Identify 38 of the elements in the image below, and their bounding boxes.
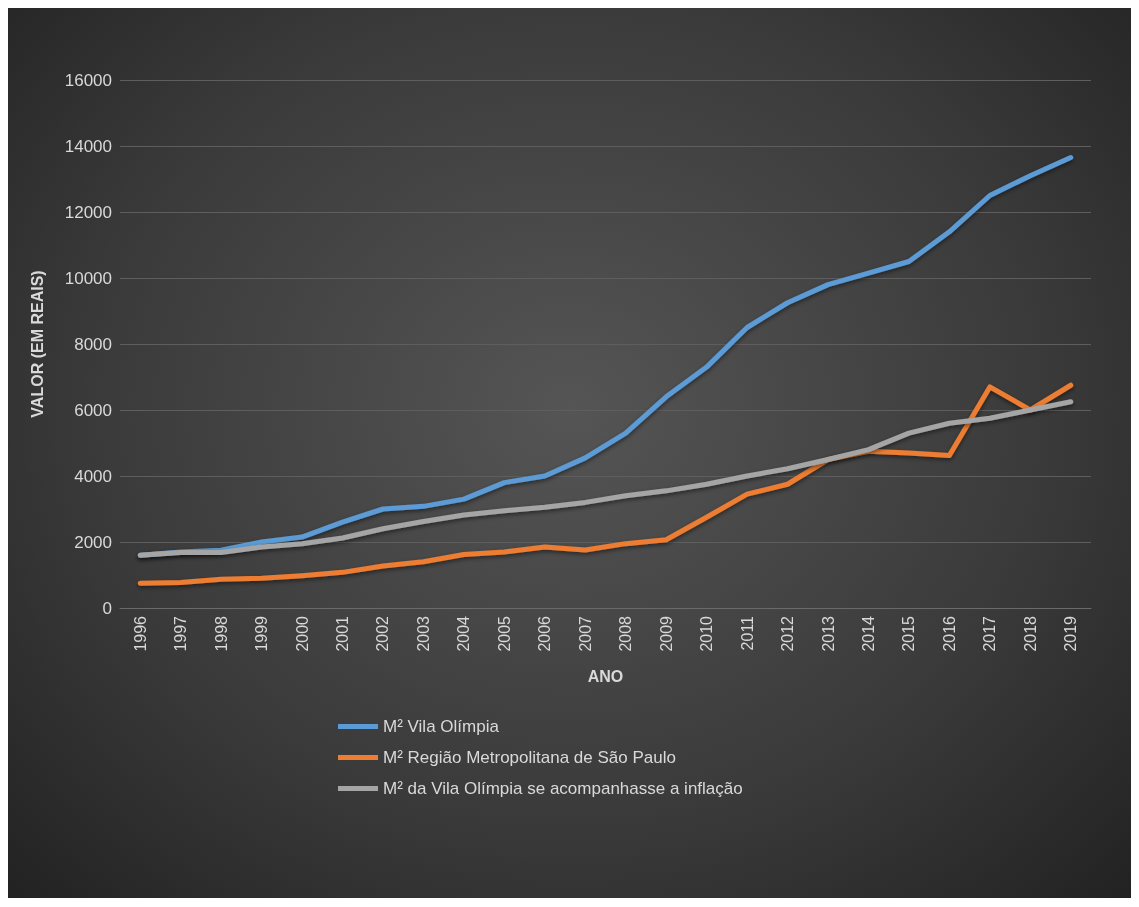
x-tick-label: 2008 xyxy=(617,615,635,652)
y-tick-label: 8000 xyxy=(74,334,112,354)
x-tick-label: 2016 xyxy=(940,615,958,652)
x-tick-label: 2003 xyxy=(414,615,432,652)
x-tick-label: 2007 xyxy=(576,615,594,652)
y-tick-label: 2000 xyxy=(74,532,112,552)
x-axis-title: ANO xyxy=(587,667,624,685)
x-tick-label: 1998 xyxy=(212,615,230,652)
x-tick-label: 2019 xyxy=(1062,615,1080,652)
x-tick-label: 1996 xyxy=(131,615,149,652)
x-tick-label: 1999 xyxy=(253,615,271,652)
x-tick-label: 2002 xyxy=(374,615,392,652)
y-tick-label: 0 xyxy=(102,598,112,618)
x-tick-label: 2001 xyxy=(334,615,352,652)
x-tick-label: 2014 xyxy=(859,615,877,652)
x-tick-label: 2012 xyxy=(779,615,797,652)
legend-label: M² Vila Olímpia xyxy=(383,717,500,736)
x-tick-label: 2017 xyxy=(981,615,999,652)
x-tick-label: 2011 xyxy=(738,615,756,651)
x-tick-label: 2005 xyxy=(495,615,513,652)
x-tick-label: 2018 xyxy=(1021,615,1039,652)
x-tick-label: 2013 xyxy=(819,615,837,652)
y-tick-label: 10000 xyxy=(64,268,112,288)
y-tick-label: 6000 xyxy=(74,400,112,420)
y-tick-label: 16000 xyxy=(64,70,112,90)
x-tick-label: 2000 xyxy=(293,615,311,652)
legend-label: M² da Vila Olímpia se acompanhasse a inflação xyxy=(383,779,743,798)
x-tick-label: 2015 xyxy=(900,615,918,652)
x-tick-label: 2006 xyxy=(536,615,554,652)
y-axis-title: VALOR (EM REAIS) xyxy=(28,270,46,418)
legend-label: M² Região Metropolitana de São Paulo xyxy=(383,748,676,767)
x-tick-label: 2010 xyxy=(698,615,716,652)
y-tick-label: 14000 xyxy=(64,136,112,156)
x-tick-label: 1997 xyxy=(172,615,190,652)
y-tick-label: 12000 xyxy=(64,202,112,222)
y-tick-label: 4000 xyxy=(74,466,112,486)
x-tick-label: 2009 xyxy=(657,615,675,652)
x-tick-label: 2004 xyxy=(455,615,473,652)
